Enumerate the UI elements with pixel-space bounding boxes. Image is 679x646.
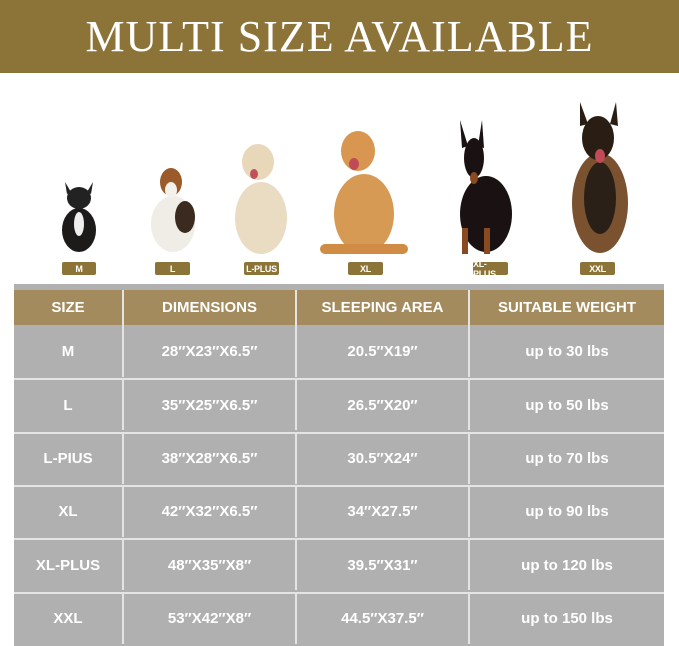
size-tag-l-plus: L-PLUS <box>244 262 279 275</box>
cell-size: M <box>14 325 124 377</box>
header-sleeping-area: SLEEPING AREA <box>297 290 470 325</box>
table-header: SIZE DIMENSIONS SLEEPING AREA SUITABLE W… <box>14 290 664 325</box>
table-row: XL 42″X32″X6.5″ 34″X27.5″ up to 90 lbs <box>14 484 664 537</box>
page-title: MULTI SIZE AVAILABLE <box>85 12 594 61</box>
cell-dimensions: 48″X35″X8″ <box>124 540 297 591</box>
cell-weight: up to 120 lbs <box>521 556 613 574</box>
title-banner: MULTI SIZE AVAILABLE <box>0 0 679 73</box>
table-row: M 28″X23″X6.5″ 20.5″X19″ up to 30 lbs <box>14 325 664 377</box>
cell-sleeping-area: 30.5″X24″ <box>297 433 470 484</box>
table-row: L 35″X25″X6.5″ 26.5″X20″ up to 50 lbs <box>14 378 664 431</box>
cell-size: XL <box>14 486 124 537</box>
cell-size: XL-PLUS <box>14 540 124 591</box>
cell-sleeping-area: 34″X27.5″ <box>297 486 470 537</box>
cell-weight: up to 50 lbs <box>525 396 609 414</box>
cell-size: XXL <box>14 593 124 644</box>
cell-dimensions: 28″X23″X6.5″ <box>124 325 297 377</box>
beagle-icon <box>151 168 195 252</box>
golden-retriever-puppy-icon <box>235 144 287 254</box>
french-bulldog-icon <box>62 182 96 252</box>
cell-weight: up to 30 lbs <box>525 342 609 360</box>
cell-size: L-PIUS <box>14 433 124 484</box>
header-suitable-weight: SUITABLE WEIGHT <box>497 299 637 316</box>
cell-sleeping-area: 20.5″X19″ <box>297 325 470 377</box>
golden-retriever-icon <box>320 131 408 254</box>
cell-weight: up to 90 lbs <box>525 503 609 521</box>
size-tag-xxl: XXL <box>580 262 615 275</box>
table-row: XXL 53″X42″X8″ 44.5″X37.5″ up to 150 lbs <box>14 591 664 644</box>
table-row: L-PIUS 38″X28″X6.5″ 30.5″X24″ up to 70 lbs <box>14 431 664 484</box>
cell-dimensions: 38″X28″X6.5″ <box>124 433 297 484</box>
cell-dimensions: 42″X32″X6.5″ <box>124 486 297 537</box>
cell-sleeping-area: 44.5″X37.5″ <box>297 593 470 644</box>
header-size: SIZE <box>14 290 124 325</box>
cell-dimensions: 35″X25″X6.5″ <box>124 380 297 431</box>
cell-weight: up to 70 lbs <box>525 450 609 468</box>
header-dimensions: DIMENSIONS <box>124 290 297 325</box>
size-chart-table: SIZE DIMENSIONS SLEEPING AREA SUITABLE W… <box>14 284 664 646</box>
cell-sleeping-area: 26.5″X20″ <box>297 380 470 431</box>
doberman-icon <box>460 120 512 254</box>
table-row: XL-PLUS 48″X35″X8″ 39.5″X31″ up to 120 lbs <box>14 538 664 591</box>
cell-dimensions: 53″X42″X8″ <box>124 593 297 644</box>
size-tag-m: M <box>62 262 96 275</box>
cell-size: L <box>14 380 124 431</box>
cell-weight: up to 150 lbs <box>521 610 613 627</box>
cell-sleeping-area: 39.5″X31″ <box>297 540 470 591</box>
size-tag-xl-plus: XL-PLUS <box>473 259 508 279</box>
size-tag-xl: XL <box>348 262 383 275</box>
size-tag-l: L <box>155 262 190 275</box>
german-shepherd-icon <box>572 102 628 253</box>
